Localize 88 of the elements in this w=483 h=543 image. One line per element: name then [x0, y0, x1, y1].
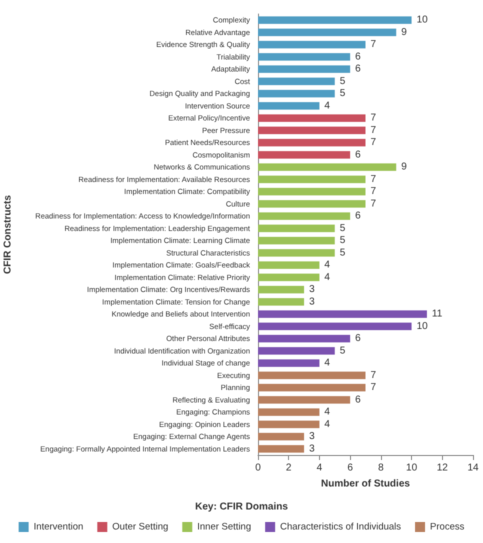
data-label: 7: [370, 198, 376, 210]
bar: [258, 298, 304, 306]
legend-label: Inner Setting: [197, 522, 252, 532]
bar: [258, 224, 335, 232]
data-label: 9: [401, 26, 408, 38]
data-label: 5: [340, 235, 346, 246]
bar: [258, 151, 350, 159]
x-tick-label: 0: [255, 462, 262, 474]
bar: [258, 347, 335, 355]
bar: [258, 384, 366, 392]
data-label: 3: [309, 284, 316, 296]
data-label: 10: [416, 320, 428, 332]
bar: [258, 249, 335, 257]
bar: [258, 65, 350, 73]
bar: [258, 78, 335, 86]
bar: [258, 322, 412, 330]
bar: [258, 432, 304, 440]
bar: [258, 126, 366, 134]
data-label: 5: [340, 88, 346, 100]
bar: [258, 359, 320, 367]
data-label: 4: [324, 272, 330, 283]
data-label: 3: [309, 431, 316, 442]
x-tick-label: 2: [286, 462, 292, 474]
data-label: 5: [340, 345, 346, 356]
bar: [258, 163, 396, 171]
data-label: 7: [370, 382, 376, 394]
bar: [258, 138, 366, 146]
x-tick-label: 8: [378, 462, 384, 474]
data-label: 7: [370, 174, 376, 185]
legend-title: Key: CFIR Domains: [195, 502, 288, 512]
data-label: 3: [309, 296, 316, 308]
data-label: 9: [401, 162, 408, 173]
data-label: 7: [370, 137, 376, 148]
x-tick-label: 6: [347, 462, 354, 474]
bar: [258, 396, 350, 404]
data-label: 6: [355, 210, 362, 222]
bar: [258, 372, 366, 380]
x-tick-label: 10: [406, 462, 418, 474]
legend-label: Characteristics of Individuals: [280, 522, 402, 532]
bar: [258, 420, 320, 428]
bar: [258, 286, 304, 294]
x-tick-label: 14: [467, 462, 479, 474]
data-label: 4: [324, 260, 330, 271]
bar: [258, 236, 335, 244]
data-label: 5: [340, 76, 346, 87]
x-tick-label: 4: [316, 462, 323, 474]
legend-label: Outer Setting: [112, 522, 168, 532]
data-label: 11: [432, 308, 443, 320]
bar: [258, 274, 320, 282]
bar: [258, 90, 335, 98]
legend-label: Intervention: [34, 522, 84, 532]
data-label: 4: [324, 406, 330, 418]
data-label: 7: [370, 370, 376, 381]
data-label: 5: [340, 247, 346, 258]
data-label: 5: [340, 222, 346, 234]
bar: [258, 53, 350, 61]
legend-label: Process: [430, 522, 465, 532]
bar: [258, 212, 350, 220]
data-label: 6: [355, 333, 362, 344]
bar: [258, 188, 366, 196]
bar: [258, 176, 366, 184]
data-label: 4: [324, 418, 330, 430]
data-label: 3: [309, 443, 316, 454]
bar: [258, 408, 320, 416]
data-label: 4: [324, 100, 330, 112]
bar: [258, 28, 396, 36]
x-tick-label: 12: [436, 462, 448, 474]
bar: [258, 16, 412, 24]
data-label: 10: [416, 14, 428, 26]
data-label: 7: [370, 112, 376, 124]
data-label: 7: [370, 186, 376, 198]
bar: [258, 40, 366, 48]
bar: [258, 261, 320, 269]
data-label: 4: [324, 358, 330, 369]
bar: [258, 310, 427, 318]
bar: [258, 114, 366, 122]
bar: [258, 200, 366, 208]
data-label: 6: [355, 149, 362, 160]
bar: [258, 445, 304, 453]
data-label: 6: [355, 51, 362, 62]
y-axis-title: CFIR Constructs: [2, 194, 14, 274]
bar: [258, 102, 320, 110]
bar: [258, 334, 350, 342]
data-label: 7: [370, 124, 376, 136]
data-label: 7: [370, 39, 376, 50]
x-axis-title: Number of Studies: [321, 478, 410, 490]
data-label: 6: [355, 64, 362, 75]
data-label: 6: [355, 394, 362, 406]
